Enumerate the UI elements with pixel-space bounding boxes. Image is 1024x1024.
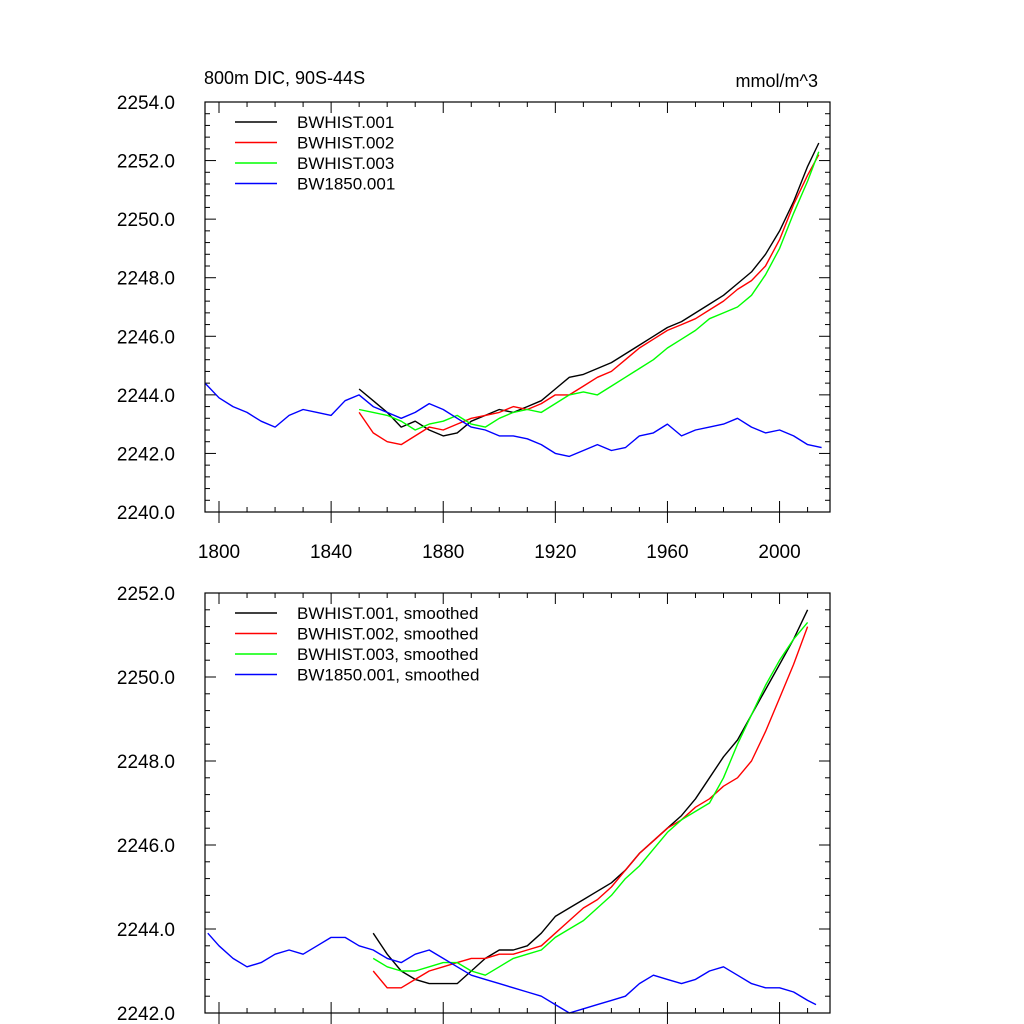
x-tick-label: 1880 (422, 542, 464, 563)
top-panel-title: 800m DIC, 90S-44S (204, 68, 365, 88)
series-line-4 (204, 382, 822, 458)
x-tick-label: 1920 (534, 542, 576, 563)
top-panel-series (204, 142, 822, 458)
y-tick-label: 2244.0 (117, 386, 175, 407)
bottom-panel-series (207, 609, 817, 1014)
legend-label-1: BWHIST.001, smoothed (297, 604, 478, 623)
series-line-1 (372, 609, 809, 985)
y-tick-label: 2240.0 (117, 503, 175, 524)
x-tick-label: 2000 (758, 542, 800, 563)
y-tick-label: 2250.0 (117, 210, 175, 231)
y-tick-label: 2246.0 (117, 836, 175, 857)
y-tick-label: 2254.0 (117, 93, 175, 114)
bottom-panel-frame (204, 592, 831, 1014)
legend-label-4: BW1850.001, smoothed (297, 666, 479, 685)
bottom-panel-ticks: 2242.0 2244.0 2246.0 2248.0 2250.0 2252.0 (117, 584, 830, 1024)
series-line-3 (372, 621, 809, 976)
x-tick-label: 1840 (310, 542, 352, 563)
y-tick-label: 2250.0 (117, 668, 175, 689)
y-tick-label: 2246.0 (117, 327, 175, 348)
series-line-2 (372, 626, 809, 989)
legend-label-2: BWHIST.002 (297, 134, 394, 153)
bottom-panel: 2242.0 2244.0 2246.0 2248.0 2250.0 2252.0 BWH… (117, 584, 831, 1024)
top-panel: 800m DIC, 90S-44S mmol/m^3 2240.02242.02… (117, 68, 831, 563)
top-panel-frame (204, 101, 831, 513)
top-panel-ticks: 2240.0 2242.0 2244.0 2246.0 2248.0 2250.0 2252… (117, 93, 830, 563)
legend-label-3: BWHIST.003 (297, 154, 394, 173)
series-line-1 (358, 142, 820, 437)
y-tick-label: 2244.0 (117, 920, 175, 941)
series-line-3 (358, 151, 820, 431)
series-line-2 (358, 154, 820, 446)
y-tick-label: 2242.0 (117, 444, 175, 465)
legend-label-2: BWHIST.002, smoothed (297, 625, 478, 644)
legend-label-1: BWHIST.001 (297, 113, 394, 132)
y-tick-label: 2252.0 (117, 152, 175, 173)
y-tick-label: 2248.0 (117, 752, 175, 773)
y-tick-label: 2248.0 (117, 269, 175, 290)
legend-label-3: BWHIST.003, smoothed (297, 645, 478, 664)
y-tick-label: 2242.0 (117, 1004, 175, 1024)
top-panel-units: mmol/m^3 (736, 71, 818, 91)
bottom-panel-legend: BWHIST.001, smoothed BWHIST.002, smoothed… (235, 604, 479, 685)
y-tick-label: 2252.0 (117, 584, 175, 605)
x-tick-label: 1960 (646, 542, 688, 563)
series-line-4 (207, 932, 817, 1014)
x-tick-label: 1800 (198, 542, 240, 563)
legend-label-4: BW1850.001 (297, 175, 395, 194)
